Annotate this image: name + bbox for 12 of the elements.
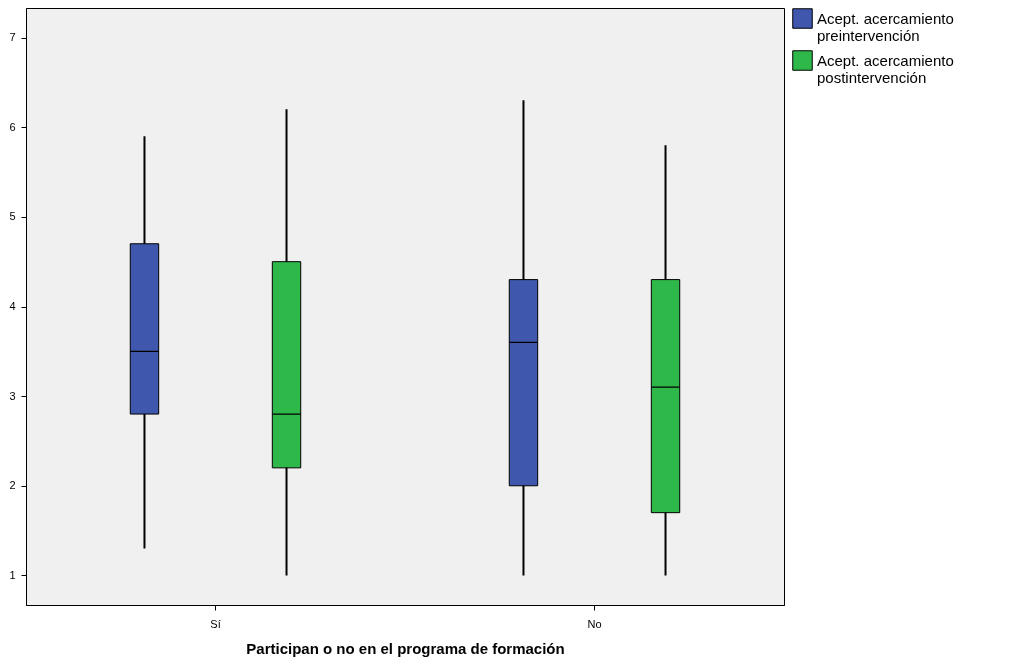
y-tick-label: 5: [9, 210, 16, 223]
y-tick-label: 7: [9, 31, 16, 44]
x-axis-title: Participan o no en el programa de formación: [246, 639, 565, 657]
y-tick-label: 2: [9, 479, 16, 492]
legend-label: Acept. acercamiento preintervención: [817, 9, 954, 44]
x-tick-label: Sí: [210, 617, 221, 630]
y-tick-label: 4: [9, 300, 16, 312]
legend-label: Acept. acercamiento postintervención: [817, 51, 954, 86]
y-tick-label: 3: [9, 389, 16, 402]
y-tick-label: 6: [9, 120, 16, 133]
x-tick-label: No: [587, 617, 602, 630]
y-tick-label: 1: [9, 568, 16, 581]
